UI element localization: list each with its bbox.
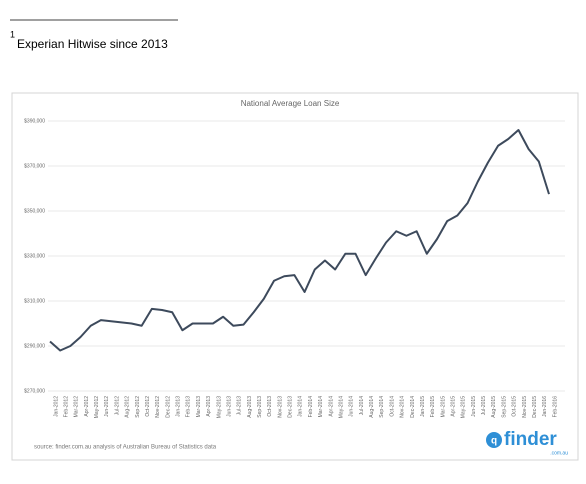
x-tick-label: Sep-2014: [379, 396, 385, 418]
x-tick-label: Dec-2013: [288, 396, 294, 418]
x-tick-label: May-2015: [461, 396, 467, 418]
chart-title: National Average Loan Size: [241, 99, 340, 108]
x-tick-label: Mar-2012: [74, 396, 80, 418]
x-tick-label: Nov-2012: [155, 396, 161, 418]
x-tick-label: Nov-2014: [400, 396, 406, 418]
x-tick-label: Jul-2013: [237, 396, 243, 415]
logo-icon-glyph: q: [491, 436, 497, 447]
x-tick-label: Feb-2013: [186, 396, 192, 418]
x-tick-label: Mar-2013: [196, 396, 202, 418]
x-tick-label: Jun-2013: [226, 396, 232, 417]
x-tick-label: Feb-2012: [64, 396, 70, 418]
x-tick-label: Jan-2013: [176, 396, 182, 417]
x-tick-label: May-2013: [216, 396, 222, 418]
x-tick-label: Dec-2014: [410, 396, 416, 418]
x-tick-label: Aug-2013: [247, 396, 253, 418]
y-tick-label: $310,000: [24, 298, 45, 304]
x-tick-label: Nov-2015: [522, 396, 528, 418]
logo-icon: [486, 432, 502, 448]
x-tick-label: Apr-2015: [450, 396, 456, 417]
y-tick-label: $290,000: [24, 343, 45, 349]
x-tick-label: Jan-2016: [542, 396, 548, 417]
logo-sub: .com.au: [550, 450, 568, 456]
x-tick-label: Feb-2015: [430, 396, 436, 418]
x-tick-label: Oct-2012: [145, 396, 151, 417]
x-tick-label: Dec-2015: [532, 396, 538, 418]
x-tick-label: Mar-2014: [318, 396, 324, 418]
x-tick-label: Dec-2012: [165, 396, 171, 418]
x-tick-label: Jan-2012: [53, 396, 59, 417]
x-tick-label: Jun-2014: [349, 396, 355, 417]
source-note: source: finder.com.au analysis of Austra…: [34, 445, 217, 451]
footnote-text: Experian Hitwise since 2013: [17, 37, 168, 51]
x-tick-label: Jun-2015: [471, 396, 477, 417]
x-tick-label: May-2014: [338, 396, 344, 418]
x-tick-label: Sep-2012: [135, 396, 141, 418]
x-tick-label: Sep-2015: [501, 396, 507, 418]
x-tick-label: Aug-2015: [491, 396, 497, 418]
x-tick-label: Jul-2014: [359, 396, 365, 415]
x-tick-label: Jul-2012: [114, 396, 120, 415]
y-tick-label: $350,000: [24, 208, 45, 214]
x-tick-label: Jan-2015: [420, 396, 426, 417]
x-tick-label: Apr-2012: [84, 396, 90, 417]
x-tick-label: Aug-2014: [369, 396, 375, 418]
x-tick-label: Oct-2015: [512, 396, 518, 417]
x-tick-label: Mar-2015: [440, 396, 446, 418]
y-tick-label: $330,000: [24, 253, 45, 259]
x-tick-label: Jun-2012: [104, 396, 110, 417]
x-tick-label: Oct-2013: [267, 396, 273, 417]
y-tick-label: $370,000: [24, 163, 45, 169]
x-tick-label: Sep-2013: [257, 396, 263, 418]
x-tick-label: Oct-2014: [389, 396, 395, 417]
x-tick-label: Apr-2014: [328, 396, 334, 417]
x-tick-label: Feb-2016: [552, 396, 558, 418]
footnote-marker: 1: [10, 29, 15, 39]
x-tick-label: Feb-2014: [308, 396, 314, 418]
line-series: [49, 129, 550, 352]
x-tick-label: Aug-2012: [125, 396, 131, 418]
x-tick-label: Nov-2013: [277, 396, 283, 418]
x-tick-label: May-2012: [94, 396, 100, 418]
x-tick-label: Jan-2014: [298, 396, 304, 417]
x-tick-label: Apr-2013: [206, 396, 212, 417]
y-tick-label: $390,000: [24, 118, 45, 124]
logo-text: finder: [504, 429, 557, 450]
y-tick-label: $270,000: [24, 388, 45, 394]
x-tick-label: Jul-2015: [481, 396, 487, 415]
